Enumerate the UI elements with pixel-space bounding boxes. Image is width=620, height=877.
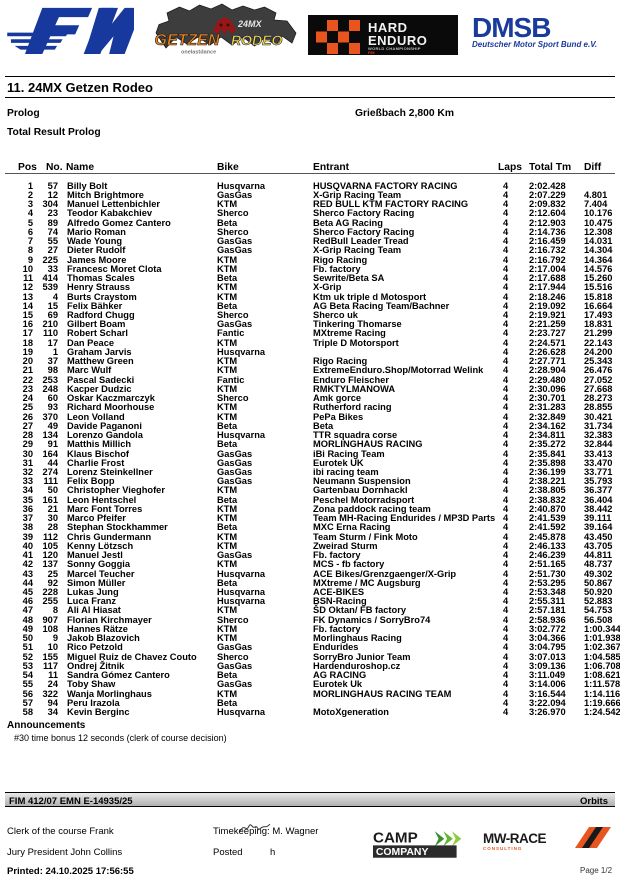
svg-text:GETZEN: GETZEN — [155, 32, 220, 49]
svg-text:CAMP: CAMP — [373, 830, 418, 847]
svg-text:24MX: 24MX — [237, 19, 263, 29]
svg-text:MW-RACE: MW-RACE — [483, 831, 546, 846]
svg-text:CONSULTING: CONSULTING — [483, 846, 522, 851]
svg-text:onelastdance: onelastdance — [181, 50, 216, 56]
svg-text:FIM: FIM — [368, 51, 375, 55]
svg-text:COMPANY: COMPANY — [376, 847, 429, 858]
svg-text:WORLD CHAMPIONSHIP: WORLD CHAMPIONSHIP — [368, 46, 421, 51]
svg-text:RODEO: RODEO — [231, 32, 282, 48]
